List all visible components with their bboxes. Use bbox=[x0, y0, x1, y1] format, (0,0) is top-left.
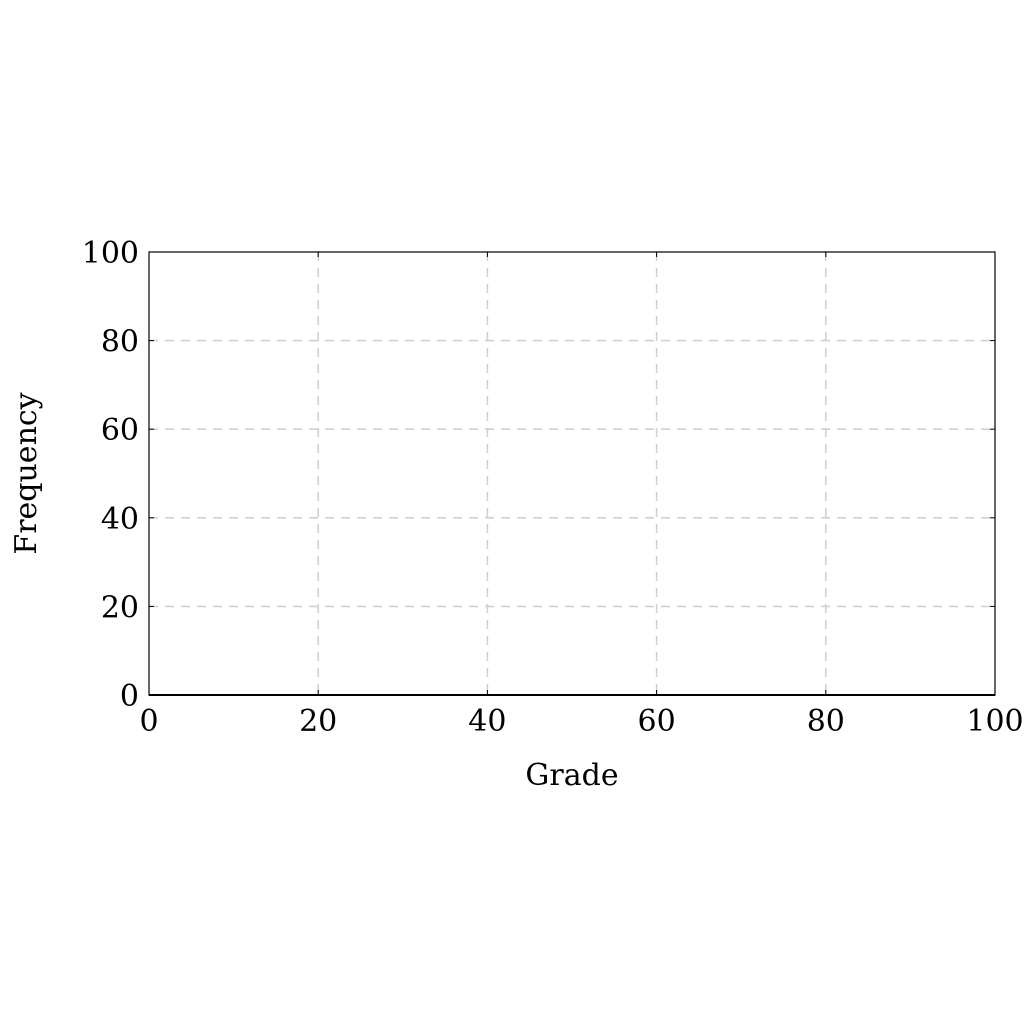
grid-layer bbox=[149, 252, 995, 695]
y-tick-label: 80 bbox=[101, 325, 139, 360]
y-axis-title: Frequency bbox=[9, 392, 44, 554]
x-tick-label: 20 bbox=[299, 704, 337, 739]
y-tick-label: 40 bbox=[101, 502, 139, 537]
x-tick-label: 60 bbox=[638, 704, 676, 739]
ticks-layer bbox=[148, 251, 996, 696]
x-axis-title: Grade bbox=[525, 758, 618, 793]
y-tick-label: 0 bbox=[120, 679, 139, 714]
tick-labels-layer: 0 20 40 60 80 100 0 20 40 60 80 100 bbox=[82, 236, 1024, 739]
y-tick-label: 100 bbox=[82, 236, 139, 271]
x-tick-label: 100 bbox=[966, 704, 1023, 739]
y-tick-label: 20 bbox=[101, 590, 139, 625]
y-tick-label: 60 bbox=[101, 413, 139, 448]
x-tick-label: 0 bbox=[139, 704, 158, 739]
plot-frame bbox=[148, 251, 996, 696]
x-tick-label: 80 bbox=[807, 704, 845, 739]
x-tick-label: 40 bbox=[468, 704, 506, 739]
